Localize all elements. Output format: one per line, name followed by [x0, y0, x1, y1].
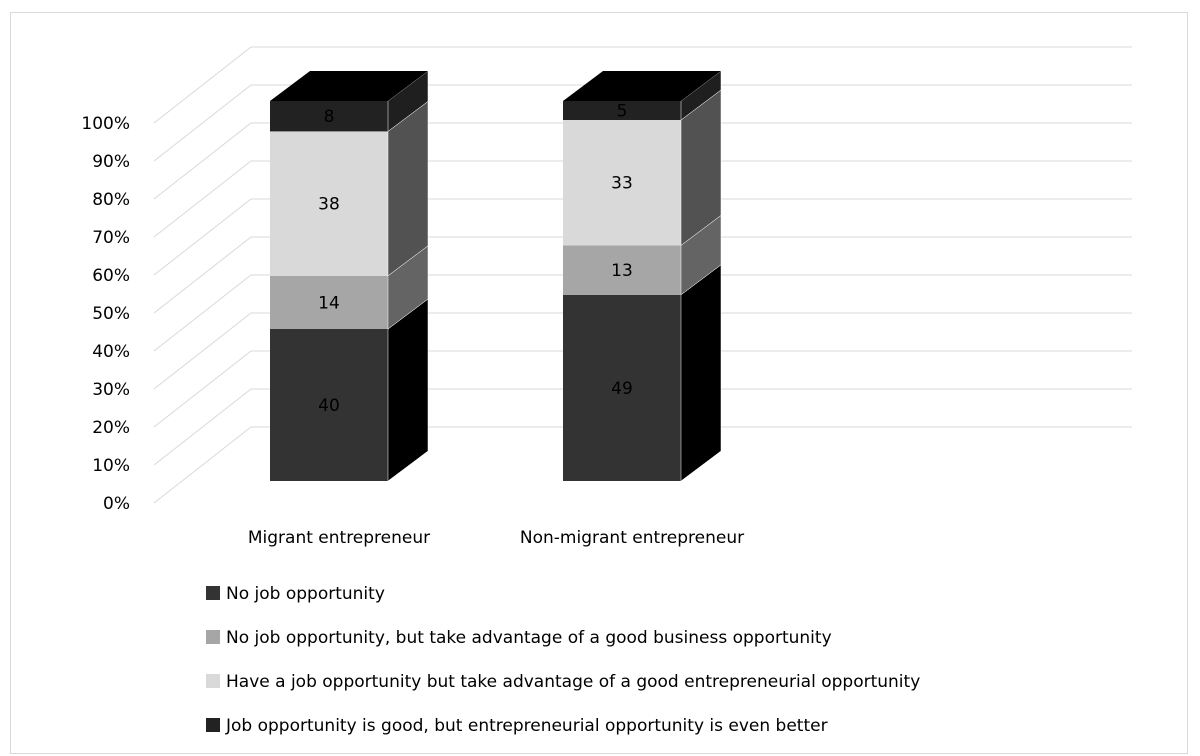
- data-label: 5: [617, 102, 628, 122]
- y-tick-label: 70%: [92, 228, 130, 248]
- chart-plot: 0% 10% 20% 30% 40% 50% 60% 70% 80% 90% 100% 40 14 38…: [81, 46, 1132, 548]
- legend-label-have-job: Have a job opportunity but take advantag…: [226, 672, 921, 692]
- bar-segment-side: [387, 298, 429, 482]
- y-tick-label: 50%: [92, 304, 130, 324]
- legend-swatch-no-job-business: [206, 630, 220, 644]
- legend-item-have-job: Have a job opportunity but take advantag…: [206, 668, 920, 712]
- data-label: 8: [324, 107, 335, 127]
- y-tick-label: 0%: [103, 494, 130, 514]
- y-tick-label: 60%: [92, 266, 130, 286]
- side-gridline: [153, 350, 252, 428]
- data-label: 13: [611, 261, 633, 281]
- y-tick-label: 100%: [81, 114, 130, 134]
- y-tick-label: 40%: [92, 342, 130, 362]
- y-tick-label: 20%: [92, 418, 130, 438]
- y-tick-label: 10%: [92, 456, 130, 476]
- bar-segment: [270, 275, 388, 329]
- side-gridline: [153, 84, 252, 162]
- bars-layer: [270, 70, 722, 482]
- data-label: 40: [318, 396, 340, 416]
- side-gridline: [153, 198, 252, 276]
- data-label: 33: [611, 174, 633, 194]
- bar-top: [270, 71, 428, 101]
- side-gridline: [153, 46, 252, 124]
- legend-item-job-good: Job opportunity is good, but entrepreneu…: [206, 712, 920, 756]
- legend-item-no-job-business: No job opportunity, but take advantage o…: [206, 624, 920, 668]
- bar-segment: [563, 120, 681, 246]
- legend-swatch-job-good: [206, 718, 220, 732]
- bar-segment: [270, 101, 388, 132]
- legend-swatch-no-job: [206, 586, 220, 600]
- side-gridline: [153, 312, 252, 390]
- legend-item-no-job: No job opportunity: [206, 580, 920, 624]
- data-label: 14: [318, 293, 340, 313]
- side-gridline: [153, 122, 252, 200]
- bar-segment: [563, 294, 681, 481]
- y-axis-ticks: 0% 10% 20% 30% 40% 50% 60% 70% 80% 90% 100%: [81, 114, 130, 514]
- legend-label-no-job-business: No job opportunity, but take advantage o…: [226, 628, 832, 648]
- x-axis-categories: Migrant entrepreneur Non-migrant entrepre…: [248, 528, 744, 548]
- y-tick-label: 80%: [92, 190, 130, 210]
- bar-segment: [563, 101, 681, 120]
- y-tick-label: 30%: [92, 380, 130, 400]
- legend-label-job-good: Job opportunity is good, but entrepreneu…: [226, 716, 828, 736]
- bar-top: [563, 71, 721, 101]
- bar-segment: [563, 245, 681, 295]
- x-category-label: Non-migrant entrepreneur: [520, 528, 744, 548]
- side-gridline: [153, 160, 252, 238]
- legend-swatch-have-job: [206, 674, 220, 688]
- bar-segment-side: [387, 100, 429, 277]
- bar-segment: [270, 329, 388, 481]
- bar-segment-side: [680, 70, 722, 121]
- data-label: 38: [318, 195, 340, 215]
- legend-label-no-job: No job opportunity: [226, 584, 385, 604]
- side-gridline: [153, 274, 252, 352]
- side-gridline: [153, 236, 252, 314]
- data-labels-layer: 40 14 38 8 49 13 33 5: [318, 102, 633, 417]
- bar-segment: [270, 131, 388, 276]
- data-label: 49: [611, 379, 633, 399]
- legend: No job opportunity No job opportunity, b…: [206, 580, 920, 756]
- side-gridline: [153, 426, 252, 504]
- side-gridline: [153, 388, 252, 466]
- y-tick-label: 90%: [92, 152, 130, 172]
- x-category-label: Migrant entrepreneur: [248, 528, 430, 548]
- bar-segment-side: [680, 264, 722, 482]
